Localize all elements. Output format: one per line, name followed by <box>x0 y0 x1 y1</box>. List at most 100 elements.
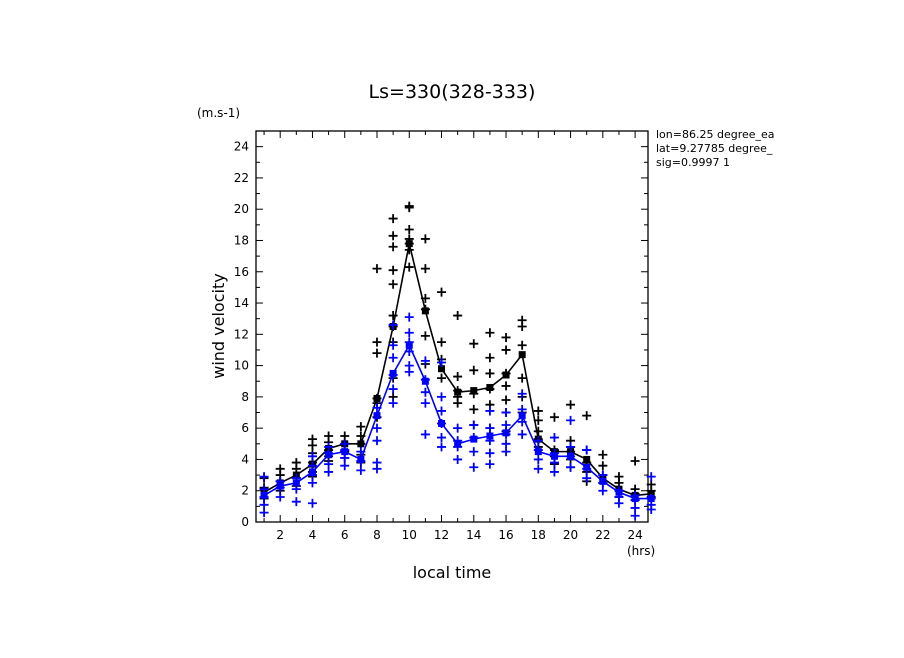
blue-sample-point <box>485 448 495 458</box>
black-sample-point <box>453 311 463 321</box>
x-tick-label: 24 <box>627 528 642 542</box>
blue-mean-marker <box>486 432 494 440</box>
blue-sample-point <box>388 340 398 350</box>
y-axis-title: wind velocity <box>209 273 228 378</box>
blue-sample-point <box>307 498 317 508</box>
blue-sample-point <box>437 406 447 416</box>
annotation-lat: lat=9.27785 degree_ <box>656 142 773 155</box>
y-tick-label: 18 <box>234 233 249 247</box>
black-sample-point <box>388 231 398 241</box>
black-sample-point <box>501 395 511 405</box>
blue-mean-marker <box>518 412 526 420</box>
blue-sample-point <box>485 406 495 416</box>
blue-sample-point <box>324 442 334 452</box>
black-sample-point <box>469 404 479 414</box>
plot-frame <box>255 130 649 523</box>
black-sample-point <box>453 372 463 382</box>
x-tick-label: 4 <box>309 528 317 542</box>
blue-mean-marker <box>405 341 413 349</box>
blue-sample-point <box>582 473 592 483</box>
blue-mean-marker <box>454 440 462 448</box>
x-unit-label: (hrs) <box>627 544 655 558</box>
blue-sample-point <box>372 423 382 433</box>
blue-sample-point <box>372 436 382 446</box>
blue-sample-point <box>437 392 447 402</box>
blue-sample-point <box>582 445 592 455</box>
blue-mean-marker <box>438 419 446 427</box>
x-tick-label: 16 <box>498 528 513 542</box>
black-sample-point <box>372 348 382 358</box>
blue-sample-point <box>324 459 334 469</box>
blue-sample-point <box>501 447 511 457</box>
blue-mean-marker <box>534 448 542 456</box>
black-mean-marker <box>405 240 413 248</box>
black-sample-point <box>437 373 447 383</box>
blue-sample-point <box>259 472 269 482</box>
black-sample-point <box>501 345 511 355</box>
black-sample-point <box>388 311 398 321</box>
blue-mean-marker <box>276 482 284 490</box>
annotation-lon: lon=86.25 degree_ea <box>656 128 775 141</box>
blue-sample-point <box>437 433 447 443</box>
x-tick-label: 14 <box>466 528 481 542</box>
black-sample-point <box>501 332 511 342</box>
black-sample-point <box>437 287 447 297</box>
blue-sample-point <box>646 472 656 482</box>
black-mean-marker <box>647 490 655 498</box>
blue-mean-marker <box>341 448 349 456</box>
blue-mean-marker <box>325 451 333 459</box>
black-mean-marker <box>438 365 446 373</box>
blue-mean-marker <box>260 491 268 499</box>
blue-sample-point <box>275 492 285 502</box>
blue-mean-marker <box>550 452 558 460</box>
x-tick-label: 22 <box>595 528 610 542</box>
blue-mean-marker <box>583 463 591 471</box>
blue-mean-marker <box>647 495 655 503</box>
blue-mean-marker <box>421 377 429 385</box>
black-mean-marker <box>486 383 494 391</box>
black-sample-point <box>485 368 495 378</box>
blue-sample-point <box>566 415 576 425</box>
blue-sample-point <box>566 442 576 452</box>
black-sample-point <box>291 458 301 468</box>
black-sample-point <box>388 279 398 289</box>
black-sample-point <box>517 340 527 350</box>
x-tick-label: 10 <box>402 528 417 542</box>
x-tick-label: 12 <box>434 528 449 542</box>
blue-sample-point <box>437 442 447 452</box>
blue-mean-marker <box>357 455 365 463</box>
y-tick-label: 0 <box>241 515 249 529</box>
blue-mean-marker <box>389 369 397 377</box>
blue-sample-point <box>340 461 350 471</box>
black-sample-point <box>582 411 592 421</box>
blue-sample-point <box>420 356 430 366</box>
black-sample-point <box>469 365 479 375</box>
blue-sample-point <box>356 465 366 475</box>
blue-mean-marker <box>308 468 316 476</box>
black-sample-point <box>501 381 511 391</box>
plot-area: 2 4 6 8 10 12 14 16 18 20 22 2402468101214161820222… <box>234 130 656 542</box>
black-sample-point <box>324 431 334 441</box>
black-sample-point <box>388 214 398 224</box>
x-tick-label: 20 <box>563 528 578 542</box>
black-sample-point <box>614 472 624 482</box>
black-mean-marker <box>470 387 478 395</box>
blue-mean-marker <box>502 429 510 437</box>
black-mean-marker <box>583 455 591 463</box>
blue-sample-point <box>324 467 334 477</box>
black-sample-point <box>372 337 382 347</box>
y-unit-label: (m.s-1) <box>197 106 240 120</box>
x-tick-label: 2 <box>276 528 284 542</box>
blue-sample-point <box>420 429 430 439</box>
black-sample-point <box>485 353 495 363</box>
black-sample-point <box>517 373 527 383</box>
blue-sample-point <box>388 353 398 363</box>
y-tick-label: 10 <box>234 359 249 373</box>
blue-sample-point <box>630 511 640 521</box>
black-sample-point <box>533 406 543 416</box>
black-sample-point <box>549 412 559 422</box>
black-sample-point <box>404 201 414 211</box>
blue-mean-marker <box>292 479 300 487</box>
blue-sample-point <box>549 467 559 477</box>
blue-sample-point <box>485 423 495 433</box>
